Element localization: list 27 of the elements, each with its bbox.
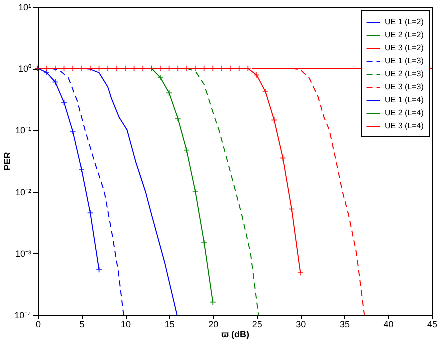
y-tick-label: 10¹: [18, 2, 32, 12]
x-tick-label: 10: [121, 320, 132, 330]
x-tick-label: 40: [384, 320, 394, 330]
y-tick-label: 10⁻⁴: [14, 310, 32, 320]
legend-label: UE 2 (L=2): [385, 30, 424, 40]
y-tick-label: 10⁻¹: [15, 126, 32, 136]
x-tick-label: 30: [296, 320, 306, 330]
x-tick-label: 45: [427, 320, 438, 330]
legend-label: UE 3 (L=4): [385, 122, 424, 130]
x-tick-label: 25: [252, 320, 262, 330]
x-tick-label: 0: [36, 320, 42, 330]
x-tick-label: 15: [164, 320, 175, 330]
legend-label: UE 1 (L=3): [385, 56, 424, 66]
legend-label: UE 3 (L=2): [385, 44, 424, 52]
legend-label: UE 3 (L=3): [385, 82, 424, 92]
x-tick-label: 20: [208, 320, 219, 330]
x-axis-title: ϖ (dB): [221, 330, 250, 340]
y-tick-label: 10⁻³: [15, 248, 32, 259]
legend-label: UE 1 (L=2): [385, 18, 424, 26]
y-axis-title: PER: [2, 152, 13, 171]
y-tick-label: 10⁻²: [15, 187, 32, 198]
legend-label: UE 2 (L=4): [385, 108, 424, 118]
x-tick-label: 35: [340, 320, 350, 330]
legend-label: UE 2 (L=3): [385, 70, 424, 78]
x-tick-label: 5: [80, 320, 85, 330]
legend-label: UE 1 (L=4): [385, 96, 424, 104]
y-tick-label: 10⁰: [18, 64, 32, 74]
